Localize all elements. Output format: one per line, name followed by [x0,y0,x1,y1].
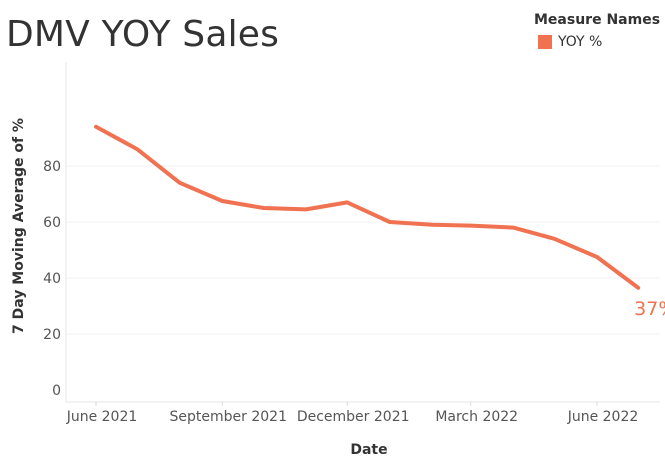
series-layer [94,124,641,290]
labels: Date 7 Day Moving Average of % 37% [11,118,665,458]
x-axis-title: Date [350,442,387,458]
y-tick-label: 40 [43,271,61,287]
legend: Measure Names YOY % [534,12,660,50]
legend-item-yoy[interactable]: YOY % [538,34,660,50]
legend-title: Measure Names [534,12,661,28]
legend-label: YOY % [558,34,603,50]
chart-title: DMV YOY Sales [6,14,280,55]
y-tick-label: 80 [43,159,61,175]
axes: 0 20 40 60 80 June 2021 September 2021 December… [43,62,660,425]
gridlines [66,165,660,335]
end-value-label: 37% [634,298,665,320]
legend-swatch [538,35,552,49]
series-line-yoy [94,124,641,290]
x-tick-label: June 2022 [567,409,639,425]
y-tick-label: 0 [52,383,61,399]
x-tick-label: June 2021 [66,409,138,425]
x-tick-label: March 2022 [435,409,518,425]
y-tick-label: 60 [43,215,61,231]
y-tick-label: 20 [43,327,61,343]
x-tick-label: December 2021 [297,409,410,425]
y-axis-title: 7 Day Moving Average of % [11,118,27,334]
x-tick-label: September 2021 [170,409,287,425]
